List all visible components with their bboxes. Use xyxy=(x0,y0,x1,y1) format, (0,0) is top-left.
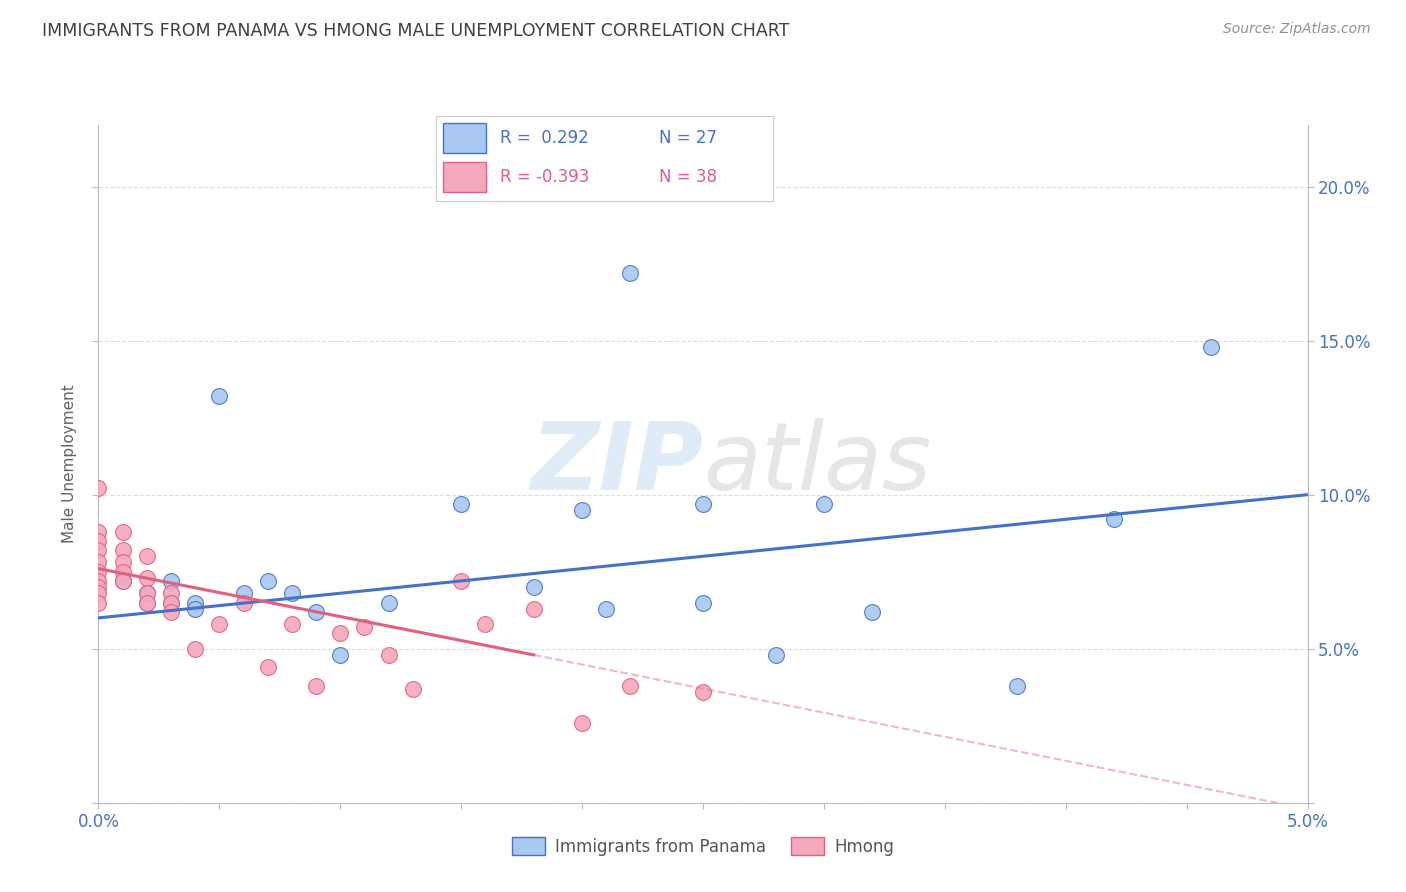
Point xyxy=(1007,679,1029,693)
Point xyxy=(619,266,641,280)
Point xyxy=(329,626,352,640)
Y-axis label: Male Unemployment: Male Unemployment xyxy=(62,384,77,543)
Point xyxy=(208,389,231,403)
Point xyxy=(595,601,617,615)
Text: N = 38: N = 38 xyxy=(658,168,717,186)
Point xyxy=(87,595,110,609)
Point xyxy=(232,595,254,609)
Point xyxy=(692,497,714,511)
Point xyxy=(232,586,254,600)
Point xyxy=(765,648,787,662)
Point xyxy=(135,595,157,609)
Point xyxy=(256,660,278,674)
Point xyxy=(87,574,110,588)
Point xyxy=(111,556,134,570)
Point xyxy=(135,595,157,609)
Point xyxy=(160,595,183,609)
Point xyxy=(135,586,157,600)
Point xyxy=(256,574,278,588)
Point xyxy=(87,556,110,570)
Point xyxy=(87,482,110,496)
Point xyxy=(184,595,207,609)
Point xyxy=(111,565,134,579)
Point xyxy=(523,601,546,615)
Point xyxy=(523,580,546,594)
Text: ZIP: ZIP xyxy=(530,417,703,510)
FancyBboxPatch shape xyxy=(443,161,486,192)
Point xyxy=(692,595,714,609)
Point xyxy=(160,595,183,609)
Point xyxy=(184,641,207,656)
Point xyxy=(329,648,352,662)
Point xyxy=(111,574,134,588)
Point xyxy=(208,617,231,632)
Text: R =  0.292: R = 0.292 xyxy=(501,129,589,147)
Point xyxy=(474,617,496,632)
Point xyxy=(160,574,183,588)
Point xyxy=(87,565,110,579)
Point xyxy=(813,497,835,511)
Point xyxy=(571,503,593,517)
Point xyxy=(87,524,110,539)
Point xyxy=(111,574,134,588)
Point xyxy=(87,580,110,594)
Point xyxy=(1102,512,1125,526)
Point xyxy=(860,605,883,619)
Point xyxy=(111,524,134,539)
Point xyxy=(402,681,425,696)
Point xyxy=(281,586,304,600)
Point xyxy=(160,605,183,619)
Point xyxy=(353,620,375,634)
Point xyxy=(87,586,110,600)
Point xyxy=(1199,340,1222,354)
Point xyxy=(87,533,110,548)
Point xyxy=(281,617,304,632)
Point xyxy=(305,679,328,693)
Point xyxy=(111,543,134,558)
Point xyxy=(135,549,157,564)
Point xyxy=(450,497,472,511)
FancyBboxPatch shape xyxy=(443,123,486,153)
Point xyxy=(619,679,641,693)
Text: IMMIGRANTS FROM PANAMA VS HMONG MALE UNEMPLOYMENT CORRELATION CHART: IMMIGRANTS FROM PANAMA VS HMONG MALE UNE… xyxy=(42,22,790,40)
Text: R = -0.393: R = -0.393 xyxy=(501,168,589,186)
Point xyxy=(135,586,157,600)
Text: Source: ZipAtlas.com: Source: ZipAtlas.com xyxy=(1223,22,1371,37)
Point xyxy=(160,586,183,600)
Point xyxy=(87,543,110,558)
Point xyxy=(377,595,399,609)
Text: atlas: atlas xyxy=(703,418,931,509)
Point xyxy=(305,605,328,619)
Point xyxy=(184,601,207,615)
Legend: Immigrants from Panama, Hmong: Immigrants from Panama, Hmong xyxy=(505,830,901,863)
Point xyxy=(377,648,399,662)
Point xyxy=(450,574,472,588)
Text: N = 27: N = 27 xyxy=(658,129,717,147)
Point xyxy=(571,715,593,730)
Point xyxy=(135,571,157,585)
Point xyxy=(692,685,714,699)
